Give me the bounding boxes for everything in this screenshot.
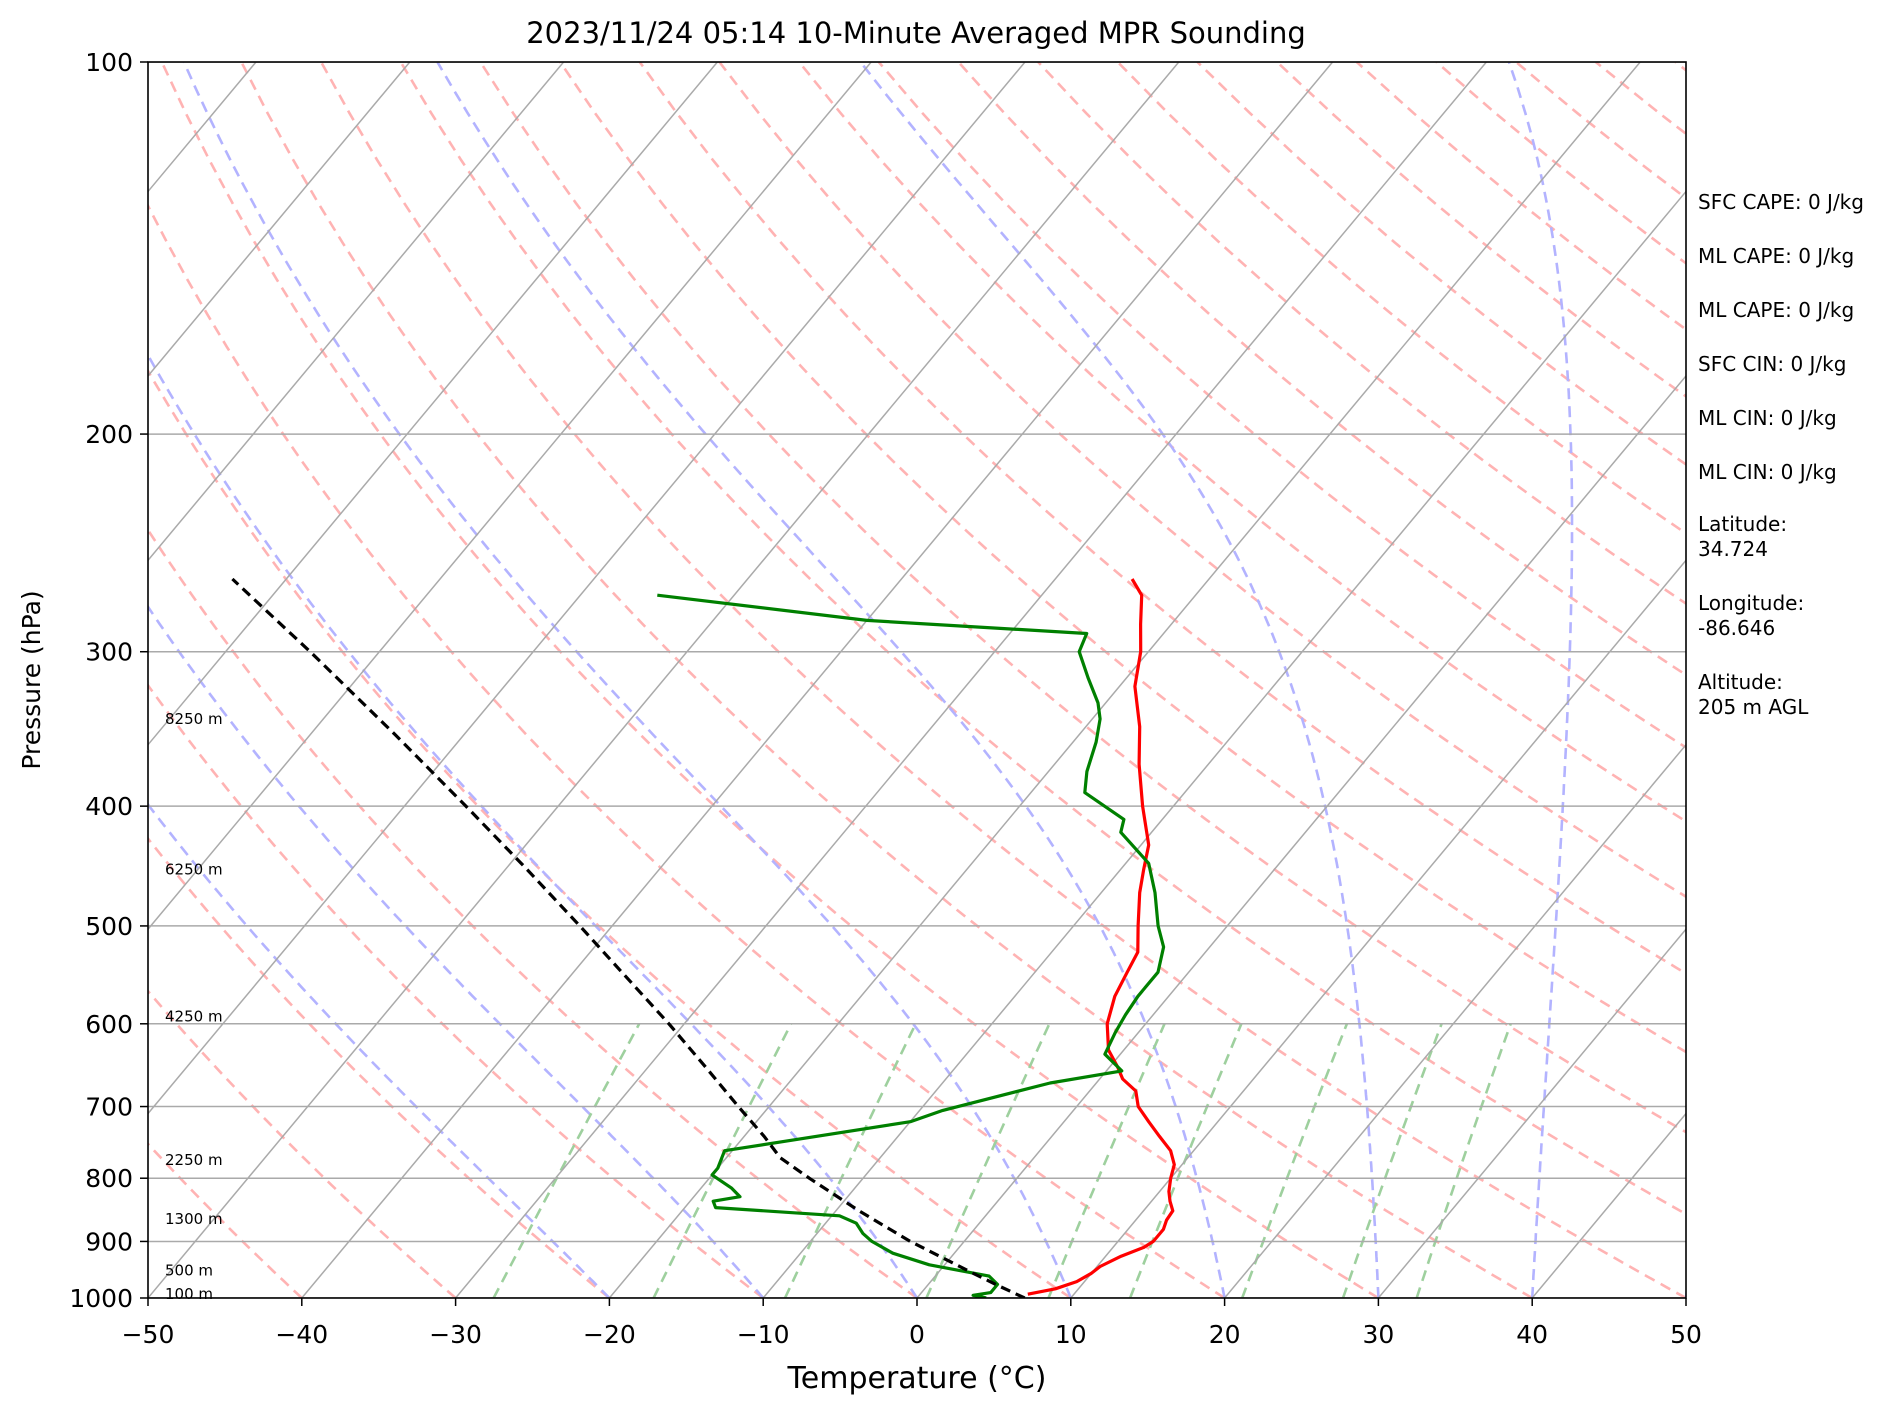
y-tick-label: 100: [85, 48, 133, 77]
y-tick-label: 700: [85, 1093, 133, 1122]
dry-adiabat: [148, 989, 457, 1298]
y-tick-label: 900: [85, 1227, 133, 1256]
y-tick-label: 200: [85, 420, 133, 449]
moist-adiabat: [148, 352, 919, 1298]
dry-adiabat: [399, 62, 1686, 1216]
sounding-parameter: ML CIN: 0 J/kg: [1698, 406, 1837, 430]
x-tick-label: 40: [1516, 1320, 1548, 1349]
height-label: 2250 m: [165, 1151, 223, 1169]
moist-adiabat: [436, 62, 1226, 1298]
height-label: 4250 m: [165, 1008, 223, 1026]
isotherm: [1070, 559, 1686, 1298]
height-label: 6250 m: [165, 860, 223, 878]
dry-adiabat: [240, 62, 1533, 1298]
isotherm: [762, 190, 1686, 1298]
x-tick-label: 0: [909, 1320, 925, 1349]
isotherm: [148, 62, 718, 746]
x-axis-label: Temperature (°C): [787, 1361, 1047, 1396]
sounding-parameter: ML CIN: 0 J/kg: [1698, 460, 1837, 484]
height-label: 100 m: [165, 1285, 213, 1303]
isotherm: [148, 62, 1180, 1298]
height-label: 500 m: [165, 1261, 213, 1279]
moist-adiabat: [1507, 62, 1574, 1298]
isotherm: [301, 62, 1334, 1298]
x-tick-label: −50: [122, 1320, 175, 1349]
parcel-profile: [231, 577, 1026, 1298]
x-axis: −50 −40 −30 −20 −10 0 10 20 30 40 50: [122, 1298, 1702, 1349]
isotherm: [1224, 743, 1686, 1298]
background-lines: [148, 62, 1686, 1298]
dry-adiabat: [148, 683, 764, 1298]
isotherm: [608, 62, 1641, 1298]
moist-adiabat: [859, 62, 1380, 1298]
isotherm: [1377, 927, 1686, 1298]
y-tick-label: 500: [85, 912, 133, 941]
plot-area: 100 m 500 m 1300 m 2250 m 4250 m 6250 m 8250 m: [147, 61, 1687, 1303]
y-axis: 100 200 300 400 500 600 700 800 900 1000: [69, 48, 148, 1313]
chart-title: 2023/11/24 05:14 10-Minute Averaged MPR …: [526, 16, 1306, 50]
x-tick-label: 50: [1670, 1320, 1702, 1349]
dry-adiabat: [148, 527, 918, 1298]
moist-adiabat: [148, 802, 611, 1298]
isotherm: [455, 62, 1487, 1298]
dry-adiabat: [148, 368, 1072, 1298]
x-tick-label: −20: [583, 1320, 636, 1349]
sounding-parameter: ML CAPE: 0 J/kg: [1698, 298, 1855, 322]
dry-adiabat: [160, 62, 1380, 1298]
pressure-gridlines: [148, 62, 1686, 1298]
dry-adiabat: [148, 836, 611, 1298]
isotherm: [148, 62, 411, 378]
dry-adiabat: [718, 62, 1686, 899]
height-label: 8250 m: [165, 710, 223, 728]
mixing-ratio-line: [652, 1023, 793, 1298]
sounding-parameter: ML CAPE: 0 J/kg: [1698, 244, 1855, 268]
mixing-ratio-line: [1240, 1023, 1349, 1298]
moist-adiabat: [182, 62, 1073, 1298]
dry-adiabat: [877, 62, 1686, 750]
x-tick-label: 30: [1362, 1320, 1394, 1349]
sounding-parameter: Latitude: 34.724: [1698, 512, 1788, 561]
height-labels: 100 m 500 m 1300 m 2250 m 4250 m 6250 m 8250 m: [165, 710, 223, 1303]
height-label: 1300 m: [165, 1210, 223, 1228]
mixing-ratio-line: [492, 1023, 641, 1298]
dry-adiabat: [479, 62, 1686, 1134]
dewpoint-profile: [657, 593, 1166, 1298]
sounding-parameter: Altitude: 205 m AGL: [1698, 670, 1809, 719]
sounding-parameter: SFC CAPE: 0 J/kg: [1698, 190, 1864, 214]
isotherm: [148, 62, 565, 562]
temperature-profile: [1027, 578, 1176, 1296]
moist-adiabat: [148, 604, 765, 1298]
y-axis-label: Pressure (hPa): [17, 590, 46, 769]
dry-adiabat: [148, 203, 1226, 1298]
dry-adiabat: [1037, 62, 1686, 606]
sounding-parameter: Longitude: -86.646: [1698, 591, 1805, 640]
isotherm: [148, 62, 872, 931]
mixing-ratio-line: [1341, 1023, 1443, 1298]
y-tick-label: 600: [85, 1010, 133, 1039]
y-tick-label: 400: [85, 792, 133, 821]
sounding-parameter: SFC CIN: 0 J/kg: [1698, 352, 1847, 376]
x-tick-label: 20: [1209, 1320, 1241, 1349]
x-tick-label: −10: [737, 1320, 790, 1349]
x-tick-label: −40: [275, 1320, 328, 1349]
dry-adiabat: [559, 62, 1686, 1054]
sounding-profiles: [231, 577, 1176, 1298]
isotherm: [916, 374, 1686, 1298]
dry-adiabat: [319, 62, 1686, 1298]
x-tick-label: 10: [1055, 1320, 1087, 1349]
y-tick-label: 300: [85, 638, 133, 667]
y-tick-label: 800: [85, 1164, 133, 1193]
x-tick-label: −30: [429, 1320, 482, 1349]
isotherm: [148, 62, 1026, 1115]
y-tick-label: 1000: [69, 1284, 133, 1313]
